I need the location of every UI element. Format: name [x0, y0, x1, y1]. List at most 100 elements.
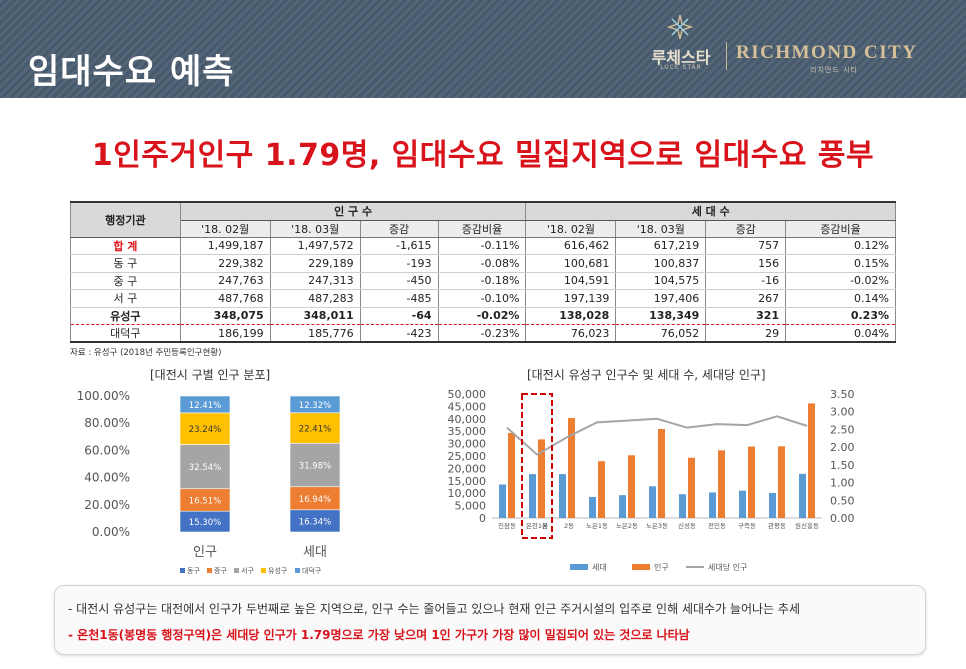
table-cell: -423 — [359, 324, 439, 343]
bar-population — [718, 450, 725, 518]
bar-population — [628, 455, 635, 518]
col-subheader: 증감 — [705, 220, 787, 238]
col-subheader: '18. 02월 — [525, 220, 617, 238]
table-row: 서 구 487,768 487,283 -485 -0.10% 197,139 197,40… — [70, 289, 896, 308]
bar-household — [679, 494, 686, 518]
table-cell: -0.08% — [437, 254, 527, 273]
legend-label: 중구 — [214, 567, 227, 575]
x-tick-label: 노은2동 — [616, 522, 638, 530]
x-tick-label: 인구 — [193, 545, 217, 560]
yuseong-population-chart: 05,00010,00015,00020,00025,00030,00035,0… — [448, 388, 855, 572]
y-tick-label: 60.00% — [84, 443, 130, 457]
table-header-row: 행정기관 인 구 수 세 대 수 — [70, 201, 896, 238]
legend-swatch — [570, 564, 588, 570]
table-cell: 0.12% — [785, 237, 896, 255]
table-cell: 0.15% — [785, 254, 896, 273]
data-label: 23.24% — [189, 425, 221, 435]
y-tick-label: 80.00% — [84, 416, 130, 430]
y-tick-label: 35,000 — [448, 425, 487, 438]
district-distribution-chart: 0.00% 20.00% 40.00% 60.00% 80.00% 100.00% 15.3… — [77, 389, 341, 575]
data-label: 16.34% — [299, 517, 331, 527]
page-title: 임대수요 예측 — [28, 52, 235, 92]
x-tick-label: 온 — [542, 522, 548, 530]
y-tick-label: 5,000 — [455, 500, 487, 513]
table-cell: 267 — [705, 289, 787, 308]
table-cell: 138,349 — [615, 306, 707, 325]
bar-household — [739, 490, 746, 518]
legend-label: 서구 — [241, 566, 254, 575]
col-group-population: 인 구 수 — [179, 201, 527, 221]
x-tick-label: 세대 — [303, 545, 327, 560]
bar-population — [598, 461, 605, 518]
bar-population — [658, 428, 665, 518]
data-label: 16.94% — [299, 495, 331, 505]
y2-tick-label: 2.50 — [830, 423, 855, 436]
table-cell: 321 — [705, 306, 787, 325]
table-cell: 617,219 — [615, 237, 707, 255]
table-cell: 616,462 — [525, 237, 617, 255]
table-cell: 104,591 — [525, 272, 617, 290]
star-logo-icon — [667, 14, 693, 40]
y-tick-label: 30,000 — [448, 438, 487, 451]
y2-tick-label: 1.00 — [830, 477, 855, 490]
table-cell: 348,075 — [179, 306, 271, 325]
legend-swatch — [261, 568, 266, 573]
header-bar: 임대수요 예측 루체스타 LUCE STAR RICHMOND CITY 리치먼… — [0, 0, 966, 98]
y2-tick-label: 3.50 — [830, 388, 855, 401]
col-subheader: 증감 — [359, 220, 439, 238]
bar-household — [649, 486, 656, 518]
table-cell: 0.14% — [785, 289, 896, 308]
table-cell: 229,189 — [269, 254, 361, 273]
table-cell: -1,615 — [359, 237, 439, 255]
x-tick-label: 2동 — [564, 522, 574, 530]
y-tick-label: 0.00% — [92, 525, 130, 539]
note-line-2: - 온천1동(봉명동 행정구역)은 세대당 인구가 1.79명으로 가장 낮으며… — [68, 628, 690, 642]
chart2-title: [대전시 유성구 인구수 및 세대 수, 세대당 인구] — [527, 368, 766, 382]
col-subheader: 증감비율 — [785, 220, 896, 238]
table-cell: 1,499,187 — [179, 237, 271, 255]
row-label: 대덕구 — [70, 324, 181, 343]
legend-swatch — [295, 568, 300, 573]
y2-tick-label: 0.00 — [830, 512, 855, 525]
col-group-household: 세 대 수 — [525, 201, 896, 221]
legend-label: 동구 — [187, 567, 200, 575]
col-header-admin: 행정기관 — [70, 201, 181, 238]
table-cell: -0.11% — [437, 237, 527, 255]
bar-household — [619, 495, 626, 518]
legend-swatch — [632, 564, 650, 570]
table-cell: 29 — [705, 324, 787, 343]
row-label: 서 구 — [70, 289, 181, 308]
legend-label: 세대당 인구 — [708, 562, 747, 572]
logo-korean-name: 루체스타 — [651, 48, 711, 67]
table-cell: 757 — [705, 237, 787, 255]
bar-segment — [179, 444, 231, 490]
y2-tick-label: 1.50 — [830, 459, 855, 472]
table-cell: -0.02% — [437, 306, 527, 325]
table-cell: 197,406 — [615, 289, 707, 308]
y-tick-label: 25,000 — [448, 450, 487, 463]
y-tick-label: 15,000 — [448, 475, 487, 488]
logo-english-sub: 리치먼드 시티 — [810, 66, 858, 74]
x-tick-label: 신성동 — [678, 521, 696, 530]
table-cell: 0.23% — [785, 306, 896, 325]
bar-segment — [289, 395, 341, 414]
bar-household — [589, 496, 596, 518]
highlight-box — [521, 393, 553, 539]
table-cell: 76,023 — [525, 324, 617, 343]
x-tick-label: 진잠동 — [498, 521, 516, 530]
table-subheader-row: '18. 02월 '18. 03월 증감 증감비율 '18. 02월 '18. 03월 증감… — [71, 220, 896, 238]
y-tick-label: 100.00% — [77, 389, 130, 403]
table-cell: 348,011 — [269, 306, 361, 325]
x-tick-label: 온천1동 — [526, 521, 548, 530]
table-row: 동 구 229,382 229,189 -193 -0.08% 100,681 100,83… — [70, 254, 896, 273]
legend-label: 인구 — [654, 562, 669, 572]
table-body: 합 계 1,499,187 1,497,572 -1,615 -0.11% 616,462… — [70, 237, 896, 343]
table-cell: -0.18% — [437, 272, 527, 290]
y-tick-label: 50,000 — [448, 388, 487, 401]
data-label: 22.41% — [299, 425, 331, 435]
bar-population — [808, 403, 815, 518]
legend-swatch — [234, 568, 239, 573]
table-cell: 0.04% — [785, 324, 896, 343]
table-row: 합 계 1,499,187 1,497,572 -1,615 -0.11% 616,462… — [70, 237, 896, 255]
bar-population — [568, 418, 575, 518]
